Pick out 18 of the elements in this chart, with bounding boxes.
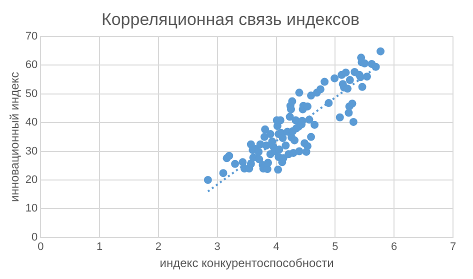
y-tick-label: 30	[25, 145, 38, 158]
x-tick-label: 1	[96, 241, 103, 254]
y-tick-label: 10	[25, 202, 38, 215]
x-tick-label: 4	[273, 241, 280, 254]
x-tick-label: 7	[450, 241, 456, 254]
y-tick-label: 50	[25, 88, 38, 100]
y-tick-label: 0	[32, 231, 38, 244]
y-tick-label: 60	[25, 59, 38, 72]
y-tick-label: 40	[25, 116, 38, 129]
x-tick-label: 2	[155, 241, 162, 254]
chart-title: Корреляционная связь индексов	[101, 10, 360, 29]
y-tick-label: 70	[25, 30, 38, 42]
x-tick-label: 3	[214, 241, 220, 254]
y-tick-label: 20	[25, 174, 38, 186]
x-tick-label: 5	[332, 241, 338, 254]
y-axis-title: инновационный индекс	[8, 72, 22, 202]
x-tick-label: 6	[391, 241, 398, 254]
x-axis-title: индекс конкурентоспособности	[160, 256, 334, 270]
